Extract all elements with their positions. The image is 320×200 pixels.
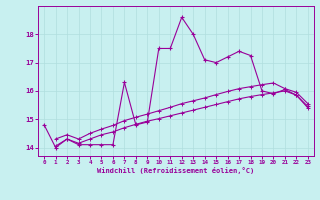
X-axis label: Windchill (Refroidissement éolien,°C): Windchill (Refroidissement éolien,°C) [97,167,255,174]
